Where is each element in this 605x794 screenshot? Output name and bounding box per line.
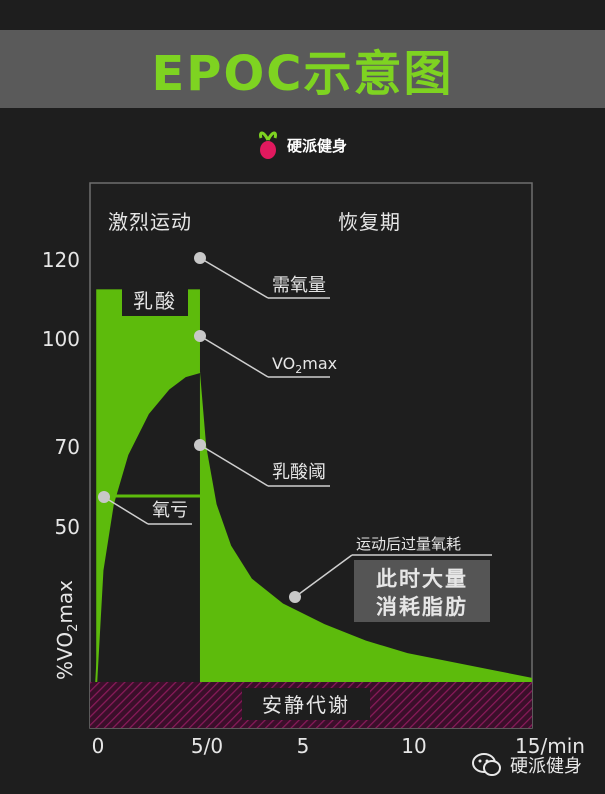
radish-icon — [259, 131, 277, 159]
watermark-text: 硬派健身 — [510, 756, 582, 777]
ytick-label-100: 100 — [42, 327, 80, 351]
brand-name: 硬派健身 — [287, 136, 348, 155]
vo2-curve — [95, 371, 201, 683]
oxygen-demand-leader — [199, 257, 269, 299]
brand-logo: 硬派健身 — [255, 128, 347, 162]
phase-label-recovery: 恢复期 — [338, 210, 401, 234]
lactate-threshold-label: 乳酸阈 — [272, 462, 326, 483]
epoc-leader — [294, 554, 353, 598]
epoc-label: 运动后过量氧耗 — [356, 535, 461, 553]
xtick-label-2: 5 — [297, 734, 310, 758]
epoc-area — [199, 372, 533, 682]
xtick-label-3: 10 — [401, 734, 426, 758]
oxygen-deficit-marker — [98, 491, 110, 503]
rest-label: 安静代谢 — [262, 693, 350, 717]
fat-burn-line1: 此时大量 — [376, 567, 468, 591]
oxygen-deficit-leader — [103, 496, 149, 525]
rest-label-box — [242, 688, 370, 720]
fat-burn-box — [354, 560, 490, 622]
oxygen-deficit-label: 氧亏 — [152, 500, 188, 521]
lactic-acid-label: 乳酸 — [133, 289, 177, 313]
ytick-label-120: 120 — [42, 248, 80, 272]
oxygen-demand-label: 需氧量 — [272, 275, 326, 296]
fat-burn-line2: 消耗脂肪 — [376, 595, 468, 619]
wechat-icon — [472, 753, 501, 776]
vo2max-label: VO2max — [272, 354, 337, 376]
ytick-label-70: 70 — [55, 435, 80, 459]
oxygen-demand-marker — [194, 252, 206, 264]
lactate-threshold-marker — [194, 439, 206, 451]
wechat-watermark: 硬派健身 — [472, 752, 582, 778]
lactic-acid-box — [122, 284, 188, 316]
xtick-label-0: 0 — [92, 734, 105, 758]
epoc-marker — [289, 591, 301, 603]
phase-label-exercise: 激烈运动 — [108, 210, 192, 234]
xtick-label-4: 15/min — [515, 734, 585, 758]
title-bar: EPOC示意图 — [0, 30, 605, 108]
vo2max-marker — [194, 330, 206, 342]
vo2-uptake-area — [96, 372, 200, 682]
ytick-label-50: 50 — [55, 515, 80, 539]
y-axis-label: %VO2max — [53, 580, 81, 680]
vo2max-leader — [199, 335, 269, 378]
page-title: EPOC示意图 — [151, 46, 454, 102]
lactate-threshold-leader — [199, 444, 269, 487]
xtick-label-1: 5/0 — [191, 734, 223, 758]
